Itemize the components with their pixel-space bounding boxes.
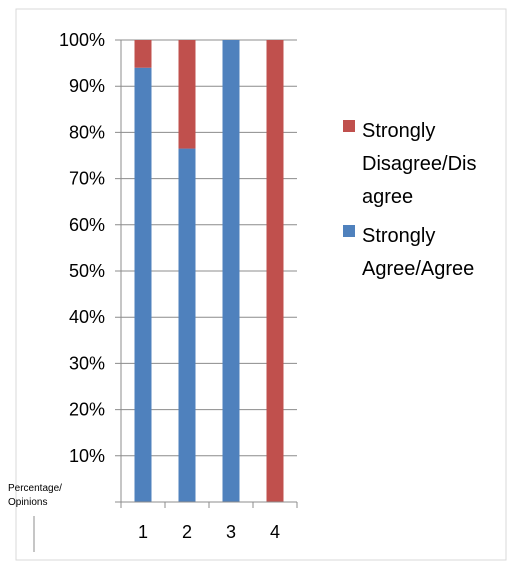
legend-swatch (343, 120, 355, 132)
bar-segment (222, 40, 240, 502)
y-tick-label: 80% (69, 122, 105, 142)
axes (115, 40, 298, 508)
y-tick-label: 20% (69, 400, 105, 420)
legend-label: Strongly (362, 225, 435, 247)
legend-label: Agree/Agree (362, 258, 474, 280)
legend-label: Strongly (362, 120, 435, 142)
y-axis-label: Opinions (8, 497, 47, 508)
x-tick-label: 4 (270, 522, 280, 542)
y-tick-label: 60% (69, 215, 105, 235)
bar-segment (178, 148, 196, 502)
bar-segment (134, 67, 152, 502)
y-tick-label: 30% (69, 353, 105, 373)
y-tick-label: 70% (69, 169, 105, 189)
x-tick-label: 3 (226, 522, 236, 542)
x-tick-label: 2 (182, 522, 192, 542)
y-axis-label: Percentage/Opinions (8, 483, 62, 552)
x-tick-labels: 1 2 3 4 (138, 522, 280, 542)
y-tick-label: 100% (59, 30, 105, 50)
legend-label: agree (362, 186, 413, 208)
bar-segment (178, 40, 196, 149)
y-tick-labels: 100% 90% 80% 70% 60% 50% 40% 30% 20% 10% (59, 30, 105, 466)
legend-swatch (343, 225, 355, 237)
y-tick-label: 50% (69, 261, 105, 281)
legend: Strongly Disagree/Dis agree Strongly Agree/A… (343, 120, 476, 280)
y-axis-label: Percentage/ (8, 483, 62, 494)
y-tick-label: 90% (69, 76, 105, 96)
y-tick-label: 40% (69, 307, 105, 327)
y-tick-label: 10% (69, 446, 105, 466)
legend-label: Disagree/Dis (362, 153, 476, 175)
bar-segment (134, 40, 152, 68)
x-tick-label: 1 (138, 522, 148, 542)
bars (134, 40, 284, 502)
chart-frame (15, 8, 507, 561)
bar-segment (266, 40, 284, 502)
